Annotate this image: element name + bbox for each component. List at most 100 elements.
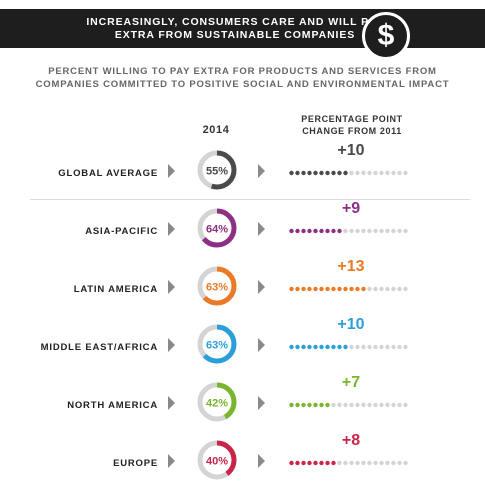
region-label: ASIA-PACIFIC bbox=[85, 226, 158, 237]
dot-filled bbox=[289, 228, 294, 234]
change-value: +7 bbox=[341, 374, 361, 391]
percent-donut: 40% bbox=[197, 440, 237, 480]
dot-empty bbox=[343, 228, 348, 234]
dot-empty bbox=[385, 170, 390, 176]
dot-empty bbox=[337, 402, 342, 408]
dot-empty bbox=[331, 402, 336, 408]
dot-empty bbox=[397, 460, 402, 466]
dot-filled bbox=[307, 402, 312, 408]
dot-filled bbox=[301, 402, 306, 408]
dot-empty bbox=[385, 402, 390, 408]
dot-empty bbox=[367, 286, 372, 292]
dot-filled bbox=[319, 402, 324, 408]
subtitle-line2: COMPANIES COMMITTED TO POSITIVE SOCIAL A… bbox=[35, 78, 450, 90]
divider bbox=[30, 199, 470, 200]
dot-empty bbox=[361, 460, 366, 466]
change-value: +8 bbox=[341, 432, 361, 449]
dot-filled bbox=[295, 228, 300, 234]
dot-empty bbox=[379, 286, 384, 292]
chevron-right-icon bbox=[168, 454, 175, 468]
dot-filled bbox=[301, 460, 306, 466]
dot-empty bbox=[367, 402, 372, 408]
row-europe: EUROPE 40% +8 bbox=[0, 432, 485, 494]
dot-empty bbox=[391, 344, 396, 350]
dot-empty bbox=[403, 460, 408, 466]
dot-filled bbox=[295, 344, 300, 350]
dot-empty bbox=[337, 460, 342, 466]
region-label: LATIN AMERICA bbox=[73, 284, 158, 295]
percent-donut: 63% bbox=[197, 324, 237, 364]
donut-arc bbox=[197, 150, 237, 190]
dot-empty bbox=[397, 402, 402, 408]
region-label: EUROPE bbox=[113, 458, 158, 469]
dot-filled bbox=[337, 344, 342, 350]
dot-filled bbox=[331, 344, 336, 350]
change-dot-bar bbox=[289, 344, 408, 350]
dot-filled bbox=[295, 460, 300, 466]
dot-filled bbox=[289, 460, 294, 466]
dot-empty bbox=[403, 402, 408, 408]
dot-filled bbox=[343, 286, 348, 292]
year-column-header: 2014 bbox=[202, 124, 230, 136]
dot-filled bbox=[319, 170, 324, 176]
chevron-right-icon bbox=[168, 222, 175, 236]
dot-empty bbox=[361, 228, 366, 234]
percent-label: 55% bbox=[206, 166, 228, 178]
dot-filled bbox=[331, 170, 336, 176]
banner-title: INCREASINGLY, CONSUMERS CARE AND WILL PA… bbox=[0, 9, 470, 48]
percent-label: 64% bbox=[206, 224, 228, 236]
dot-empty bbox=[367, 170, 372, 176]
row-global-average: GLOBAL AVERAGE 55% +10 bbox=[0, 142, 485, 204]
chevron-right-icon bbox=[258, 338, 265, 352]
dot-empty bbox=[367, 344, 372, 350]
subtitle-line1: PERCENT WILLING TO PAY EXTRA FOR PRODUCT… bbox=[48, 66, 437, 77]
dot-empty bbox=[355, 228, 360, 234]
dot-filled bbox=[361, 286, 366, 292]
dot-filled bbox=[337, 228, 342, 234]
dot-empty bbox=[385, 344, 390, 350]
dot-filled bbox=[313, 228, 318, 234]
change-dot-bar bbox=[289, 460, 408, 466]
change-value: +10 bbox=[337, 316, 365, 333]
dot-empty bbox=[403, 228, 408, 234]
dot-empty bbox=[355, 170, 360, 176]
donut-arc bbox=[197, 266, 237, 306]
dot-filled bbox=[319, 344, 324, 350]
dot-filled bbox=[295, 402, 300, 408]
percent-donut: 42% bbox=[197, 382, 237, 422]
dot-empty bbox=[391, 170, 396, 176]
dot-empty bbox=[385, 228, 390, 234]
dot-empty bbox=[361, 170, 366, 176]
dot-filled bbox=[331, 228, 336, 234]
row-asia-pacific: ASIA-PACIFIC 64% +9 bbox=[0, 200, 485, 262]
dot-filled bbox=[307, 344, 312, 350]
dot-empty bbox=[397, 170, 402, 176]
dot-empty bbox=[361, 402, 366, 408]
banner-title-line2: EXTRA FROM SUSTAINABLE COMPANIES bbox=[114, 28, 356, 41]
dot-empty bbox=[379, 460, 384, 466]
dot-empty bbox=[373, 286, 378, 292]
chevron-right-icon bbox=[258, 396, 265, 410]
dot-empty bbox=[343, 402, 348, 408]
dot-empty bbox=[373, 170, 378, 176]
change-value: +10 bbox=[337, 142, 365, 159]
row-latin-america: LATIN AMERICA 63% +13 bbox=[0, 258, 485, 320]
chevron-right-icon bbox=[258, 454, 265, 468]
dot-filled bbox=[349, 286, 354, 292]
chevron-right-icon bbox=[258, 164, 265, 178]
dot-empty bbox=[355, 402, 360, 408]
row-north-america: NORTH AMERICA 42% +7 bbox=[0, 374, 485, 436]
dot-empty bbox=[397, 286, 402, 292]
dot-filled bbox=[313, 344, 318, 350]
dot-empty bbox=[379, 228, 384, 234]
percent-label: 63% bbox=[206, 340, 228, 352]
dot-filled bbox=[307, 286, 312, 292]
dot-filled bbox=[325, 286, 330, 292]
dot-empty bbox=[397, 344, 402, 350]
chevron-right-icon bbox=[258, 280, 265, 294]
percent-label: 42% bbox=[206, 398, 228, 410]
dot-empty bbox=[391, 460, 396, 466]
dot-empty bbox=[379, 402, 384, 408]
dot-filled bbox=[289, 286, 294, 292]
dot-filled bbox=[301, 344, 306, 350]
